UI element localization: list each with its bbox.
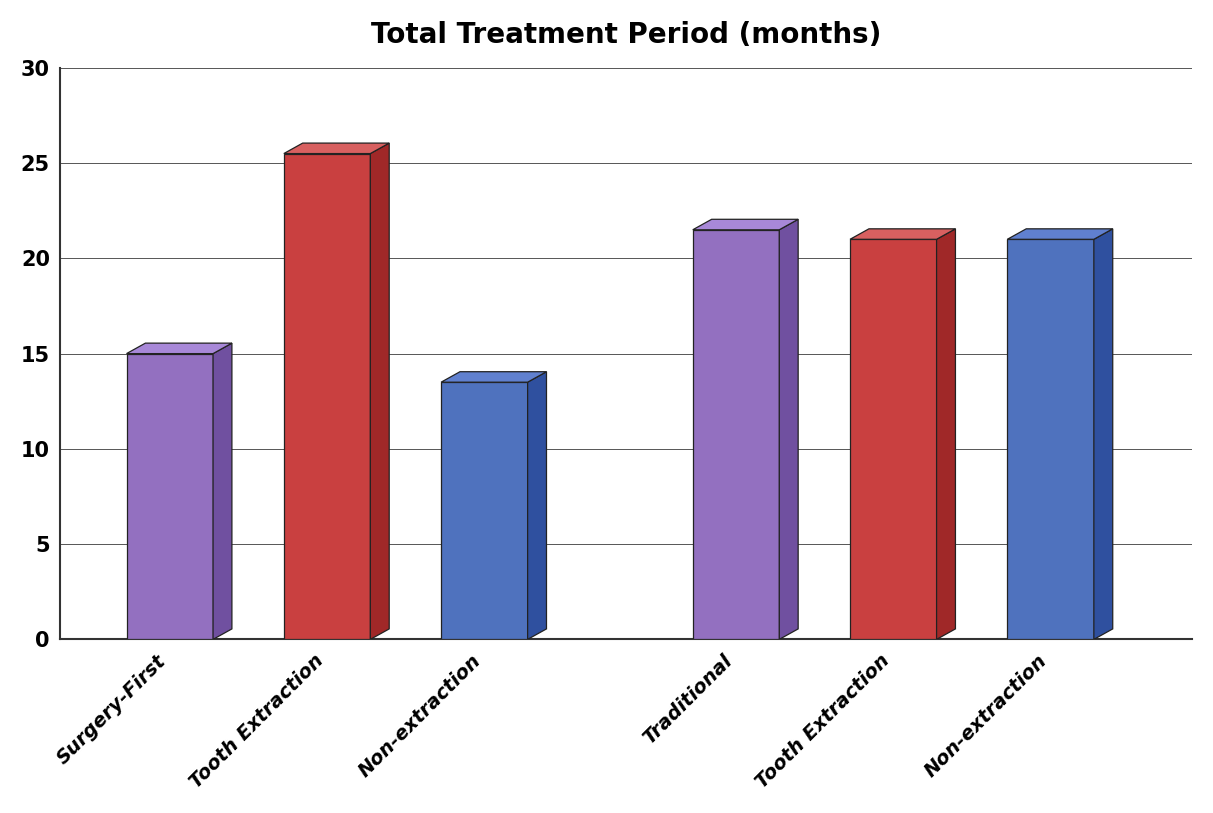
Polygon shape: [779, 220, 798, 639]
Polygon shape: [284, 143, 389, 154]
Polygon shape: [213, 343, 232, 639]
Polygon shape: [1007, 239, 1094, 639]
Polygon shape: [370, 143, 389, 639]
Polygon shape: [693, 230, 779, 639]
Polygon shape: [126, 343, 232, 354]
Polygon shape: [442, 382, 528, 639]
Polygon shape: [284, 154, 370, 639]
Title: Total Treatment Period (months): Total Treatment Period (months): [371, 21, 881, 49]
Polygon shape: [1007, 228, 1112, 239]
Polygon shape: [936, 228, 956, 639]
Polygon shape: [528, 372, 547, 639]
Polygon shape: [693, 220, 798, 230]
Polygon shape: [126, 354, 213, 639]
Polygon shape: [442, 372, 547, 382]
Polygon shape: [850, 228, 956, 239]
Polygon shape: [850, 239, 936, 639]
Polygon shape: [1094, 228, 1112, 639]
